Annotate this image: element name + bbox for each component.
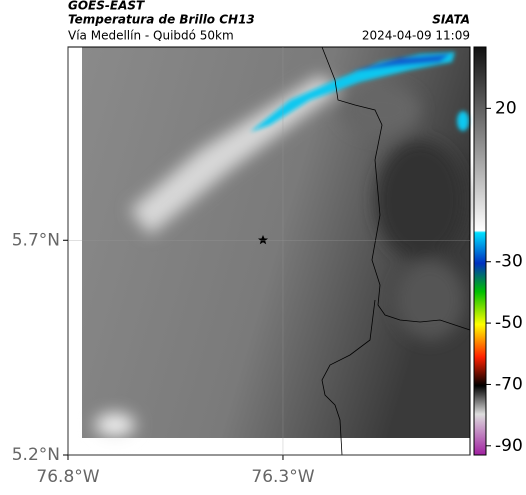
borders bbox=[321, 46, 471, 456]
colorbar-label: -50 bbox=[495, 313, 523, 333]
title: Temperatura de Brillo CH13 bbox=[68, 13, 255, 27]
colorbar-label: -90 bbox=[495, 436, 523, 456]
y-tick-label: 5.2°N bbox=[12, 445, 60, 465]
subtitle: Vía Medellín - Quibdó 50km bbox=[68, 29, 234, 43]
colorbar-label: 20 bbox=[495, 98, 517, 118]
imagery bbox=[82, 47, 470, 438]
y-tick-label: 5.7°N bbox=[12, 230, 60, 250]
credit: SIATA bbox=[432, 13, 470, 27]
colorbar bbox=[473, 46, 487, 456]
location-marker bbox=[258, 235, 268, 245]
colorbar-label: -70 bbox=[495, 374, 523, 394]
source: GOES-EAST bbox=[68, 0, 145, 13]
x-tick-label: 76.3°W bbox=[251, 467, 314, 487]
timestamp: 2024-04-09 11:09 bbox=[362, 29, 470, 43]
x-tick-label: 76.8°W bbox=[36, 467, 99, 487]
colorbar-label: -30 bbox=[495, 252, 523, 272]
